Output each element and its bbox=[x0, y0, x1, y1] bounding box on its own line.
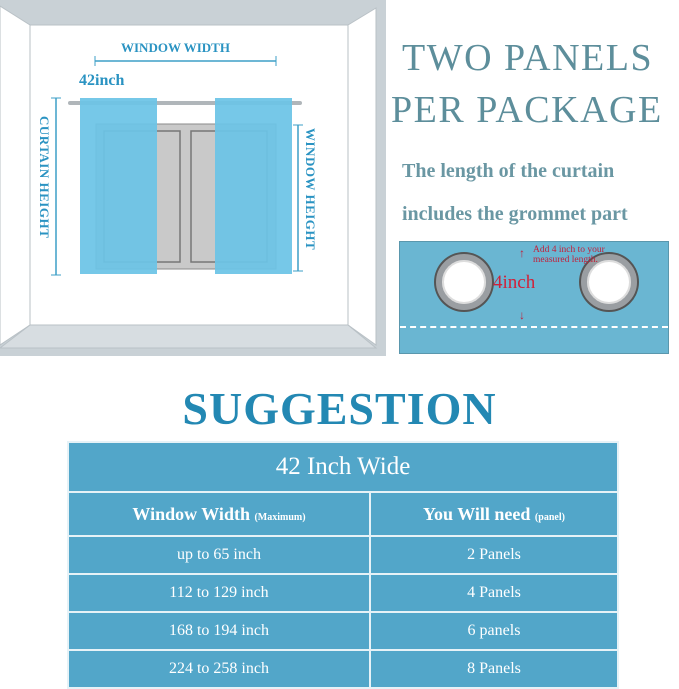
grommet-ring-icon bbox=[436, 254, 492, 310]
suggestion-title: SUGGESTION bbox=[182, 383, 497, 434]
header-window-width: Window Width (Maximum) bbox=[67, 491, 371, 537]
headline-line1: TWO PANELS bbox=[402, 37, 654, 79]
arrow-down-icon: ↓ bbox=[519, 308, 525, 322]
headline-line2: PER PACKAGE bbox=[391, 89, 663, 131]
grommet-ring-icon bbox=[581, 254, 637, 310]
hem-line bbox=[400, 326, 668, 328]
measure-label: 4inch bbox=[493, 272, 536, 293]
left-curtain bbox=[80, 98, 157, 274]
instruction-text: Add 4 inch to your measured length. bbox=[533, 245, 605, 265]
table-title: 42 Inch Wide bbox=[67, 441, 619, 493]
arrow-up-icon: ↑ bbox=[519, 246, 525, 260]
window-height-label: WINDOW HEIGHT bbox=[303, 128, 318, 251]
suggestion-table: 42 Inch Wide Window Width (Maximum) You … bbox=[67, 441, 620, 689]
window-width-label: WINDOW WIDTH bbox=[121, 40, 230, 55]
header-you-will-need: You Will need (panel) bbox=[368, 491, 620, 537]
table-row: 112 to 129 inch 4 Panels bbox=[67, 573, 620, 613]
curtain-width-label: 42inch bbox=[79, 72, 125, 89]
note-line1: The length of the curtain bbox=[402, 160, 615, 182]
table-row: 168 to 194 inch 6 panels bbox=[67, 611, 620, 651]
table-row: 224 to 258 inch 8 Panels bbox=[67, 649, 620, 689]
grommet-detail: ↑ ↓ 4inch Add 4 inch to your measured le… bbox=[399, 241, 669, 354]
note-line2: includes the grommet part bbox=[402, 203, 628, 225]
room-illustration bbox=[0, 0, 386, 356]
table-row: up to 65 inch 2 Panels bbox=[67, 535, 620, 575]
right-curtain bbox=[215, 98, 292, 274]
curtain-height-label: CURTAIN HEIGHT bbox=[37, 116, 52, 239]
